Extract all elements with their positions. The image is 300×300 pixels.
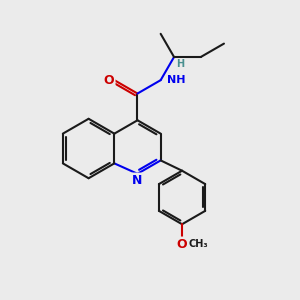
Text: H: H — [176, 59, 184, 69]
Text: O: O — [177, 238, 188, 251]
Text: NH: NH — [167, 75, 186, 85]
Text: O: O — [104, 74, 114, 87]
Text: N: N — [132, 174, 143, 187]
Text: CH₃: CH₃ — [188, 239, 208, 249]
